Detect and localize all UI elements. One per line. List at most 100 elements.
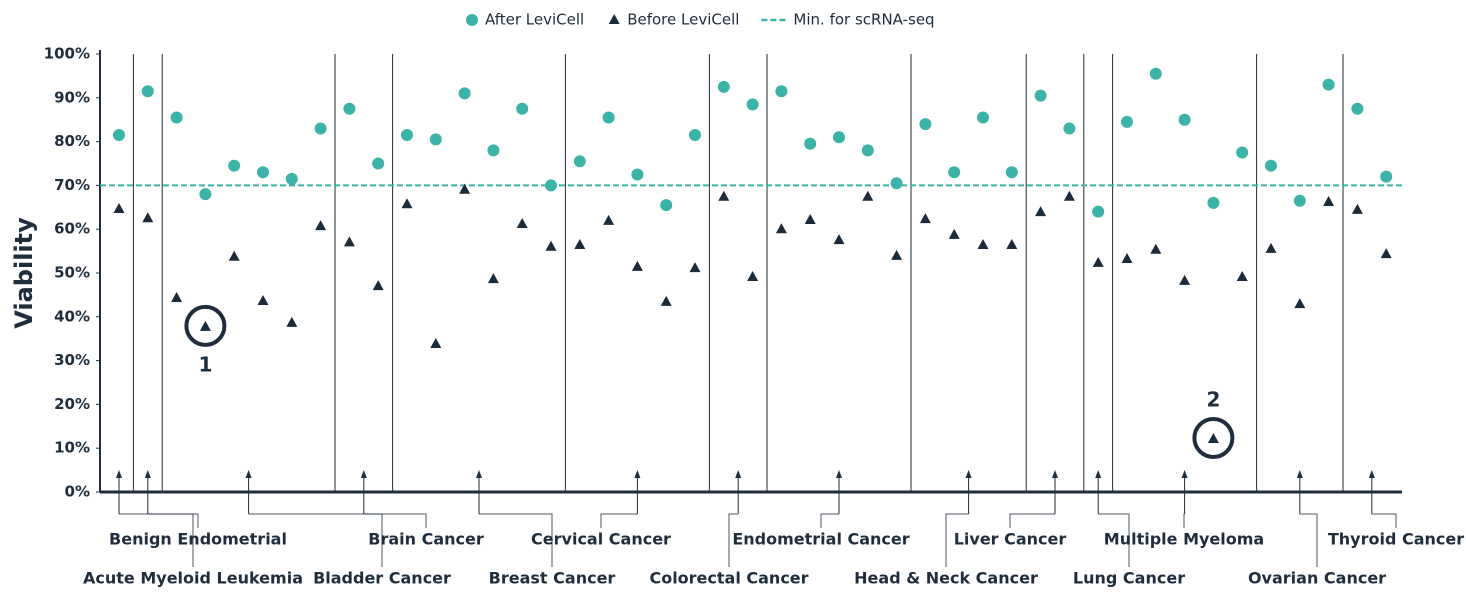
point	[1092, 205, 1105, 218]
point	[257, 166, 269, 179]
point	[401, 198, 413, 209]
y-tick-label: 40%	[54, 307, 90, 325]
point	[516, 102, 529, 115]
annotation-label: 2	[1206, 388, 1220, 412]
point	[1265, 242, 1277, 253]
point	[1149, 67, 1162, 80]
annotation-circle	[184, 304, 227, 347]
point	[1063, 122, 1076, 135]
category-label: Multiple Myeloma	[1104, 530, 1264, 549]
point	[689, 262, 701, 273]
point	[833, 234, 845, 245]
point	[199, 188, 212, 201]
point	[1293, 194, 1306, 207]
point	[1006, 238, 1018, 249]
connector	[479, 513, 553, 567]
point	[1092, 256, 1104, 267]
y-tick-label: 90%	[54, 88, 90, 106]
point	[718, 190, 730, 201]
point	[141, 85, 154, 98]
annotation-circle	[1192, 417, 1235, 460]
point	[1322, 78, 1335, 91]
connector-arrow	[116, 470, 122, 478]
category-label: Ovarian Cancer	[1248, 569, 1386, 588]
point	[747, 270, 759, 281]
point	[1294, 298, 1306, 309]
connector	[1009, 513, 1055, 528]
point	[775, 223, 787, 234]
point	[603, 214, 615, 225]
point	[343, 102, 356, 115]
point	[1351, 102, 1364, 115]
y-tick-label: 60%	[54, 220, 90, 238]
point	[804, 214, 816, 225]
point	[919, 118, 932, 131]
point	[1121, 252, 1133, 263]
point	[516, 217, 528, 228]
point	[113, 129, 125, 142]
connector-arrow	[1052, 470, 1058, 478]
point	[1265, 159, 1277, 172]
category-label: Endometrial Cancer	[732, 530, 909, 549]
category-label: Thyroid Cancer	[1328, 530, 1464, 549]
connector-arrow	[1368, 470, 1375, 478]
category-label: Lung Cancer	[1073, 569, 1185, 588]
point	[1380, 170, 1393, 183]
connector-arrow	[965, 470, 972, 478]
point	[286, 316, 298, 327]
point	[1121, 115, 1133, 128]
point	[948, 228, 960, 239]
point	[1236, 270, 1248, 281]
point	[430, 337, 442, 348]
point	[775, 85, 788, 98]
connector	[1299, 513, 1318, 567]
point	[1323, 196, 1335, 207]
connector	[147, 513, 199, 528]
y-tick-label: 10%	[54, 439, 90, 457]
point	[948, 166, 961, 179]
point	[1207, 196, 1220, 209]
category-label: Liver Cancer	[954, 530, 1067, 549]
category-label: Head & Neck Cancer	[854, 569, 1038, 588]
point	[862, 190, 874, 201]
point	[458, 87, 471, 100]
point	[315, 220, 327, 231]
y-tick-label: 80%	[54, 132, 90, 150]
connector-arrow	[1296, 470, 1303, 478]
category-label: Bladder Cancer	[313, 569, 451, 588]
connector	[728, 513, 739, 567]
point	[631, 260, 643, 271]
y-axis-label: Viability	[10, 217, 38, 329]
legend: After LeviCell Before LeviCell Min. for sc…	[466, 11, 935, 29]
category-label: Cervical Cancer	[531, 530, 671, 549]
point	[171, 291, 183, 302]
legend-label: Before LeviCell	[627, 11, 739, 29]
category-label: Colorectal Cancer	[649, 569, 808, 588]
point	[717, 80, 730, 93]
point	[1034, 89, 1047, 102]
point	[1236, 146, 1249, 159]
connector	[363, 513, 427, 528]
point	[545, 179, 557, 192]
point	[890, 177, 903, 190]
point	[199, 320, 211, 331]
point	[1178, 113, 1191, 126]
y-tick-label: 50%	[54, 264, 90, 282]
category-label: Breast Cancer	[489, 569, 616, 588]
point	[1179, 274, 1191, 285]
point	[1005, 166, 1018, 179]
y-tick-label: 30%	[54, 351, 90, 369]
point	[487, 144, 500, 157]
point	[660, 199, 673, 212]
point	[804, 137, 817, 150]
point	[977, 111, 989, 124]
point	[631, 168, 644, 181]
y-tick-label: 0%	[65, 483, 90, 501]
point	[861, 144, 874, 157]
point	[113, 203, 125, 214]
connector	[1371, 513, 1397, 528]
point	[660, 295, 672, 306]
point	[833, 131, 845, 144]
point	[170, 111, 183, 124]
